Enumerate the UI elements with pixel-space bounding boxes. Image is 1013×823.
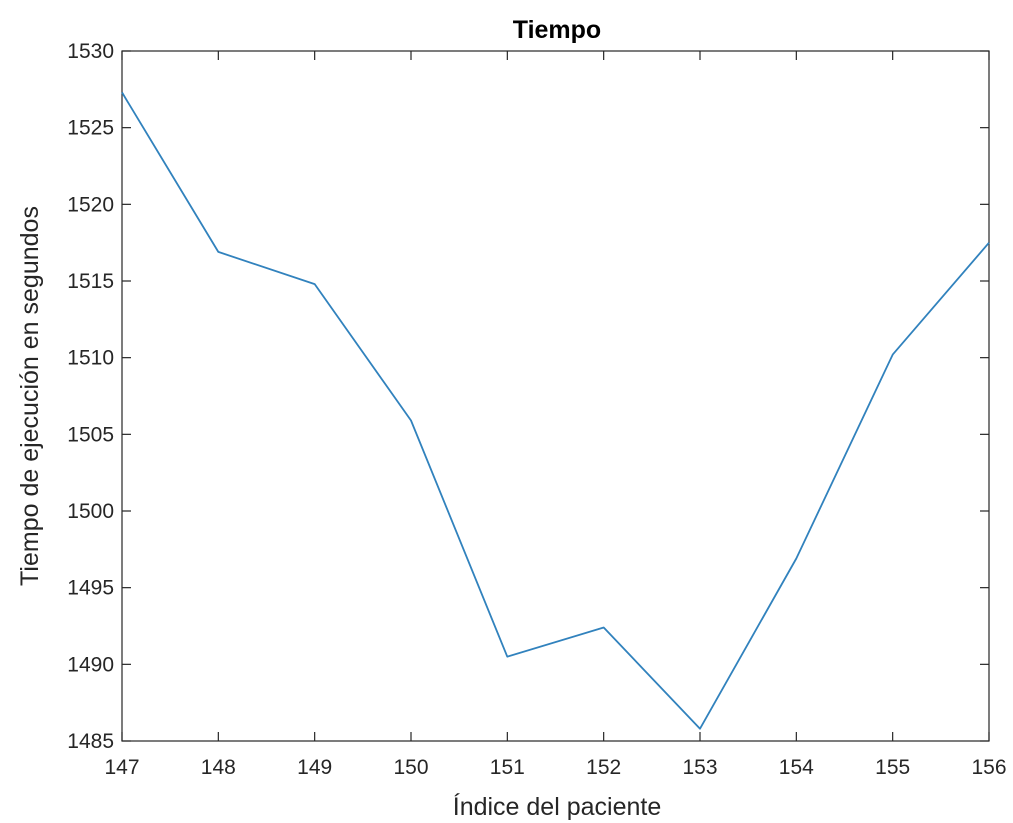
x-axis: 147 148 149 150 151 152 153 154 155 156 bbox=[104, 51, 1007, 779]
y-tick-label: 1490 bbox=[67, 653, 114, 676]
x-tick-label: 147 bbox=[104, 756, 139, 779]
y-tick-label: 1530 bbox=[67, 40, 114, 63]
y-tick-label: 1500 bbox=[67, 500, 114, 523]
y-tick-label: 1515 bbox=[67, 270, 114, 293]
y-tick-label: 1525 bbox=[67, 117, 114, 140]
series-line bbox=[121, 91, 990, 730]
x-tick-label: 154 bbox=[779, 756, 814, 779]
y-tick-label: 1505 bbox=[67, 423, 114, 446]
y-tick-label: 1510 bbox=[67, 347, 114, 370]
x-tick-label: 155 bbox=[875, 756, 910, 779]
y-axis: 1485 1490 1495 1500 1505 1510 1515 1520 1525 1530 bbox=[67, 40, 989, 753]
y-tick-label: 1495 bbox=[67, 577, 114, 600]
chart-title: Tiempo bbox=[513, 16, 601, 44]
x-tick-label: 149 bbox=[297, 756, 332, 779]
x-tick-label: 150 bbox=[393, 756, 428, 779]
series-layer bbox=[121, 91, 990, 730]
x-tick-label: 148 bbox=[201, 756, 236, 779]
x-tick-label: 151 bbox=[490, 756, 525, 779]
x-tick-label: 156 bbox=[971, 756, 1006, 779]
y-tick-label: 1520 bbox=[67, 193, 114, 216]
y-tick-label: 1485 bbox=[67, 730, 114, 753]
x-axis-label: Índice del paciente bbox=[453, 792, 661, 821]
x-tick-label: 152 bbox=[586, 756, 621, 779]
y-axis-label: Tiempo de ejecución en segundos bbox=[16, 206, 44, 586]
x-tick-label: 153 bbox=[682, 756, 717, 779]
plot-frame bbox=[121, 50, 990, 742]
